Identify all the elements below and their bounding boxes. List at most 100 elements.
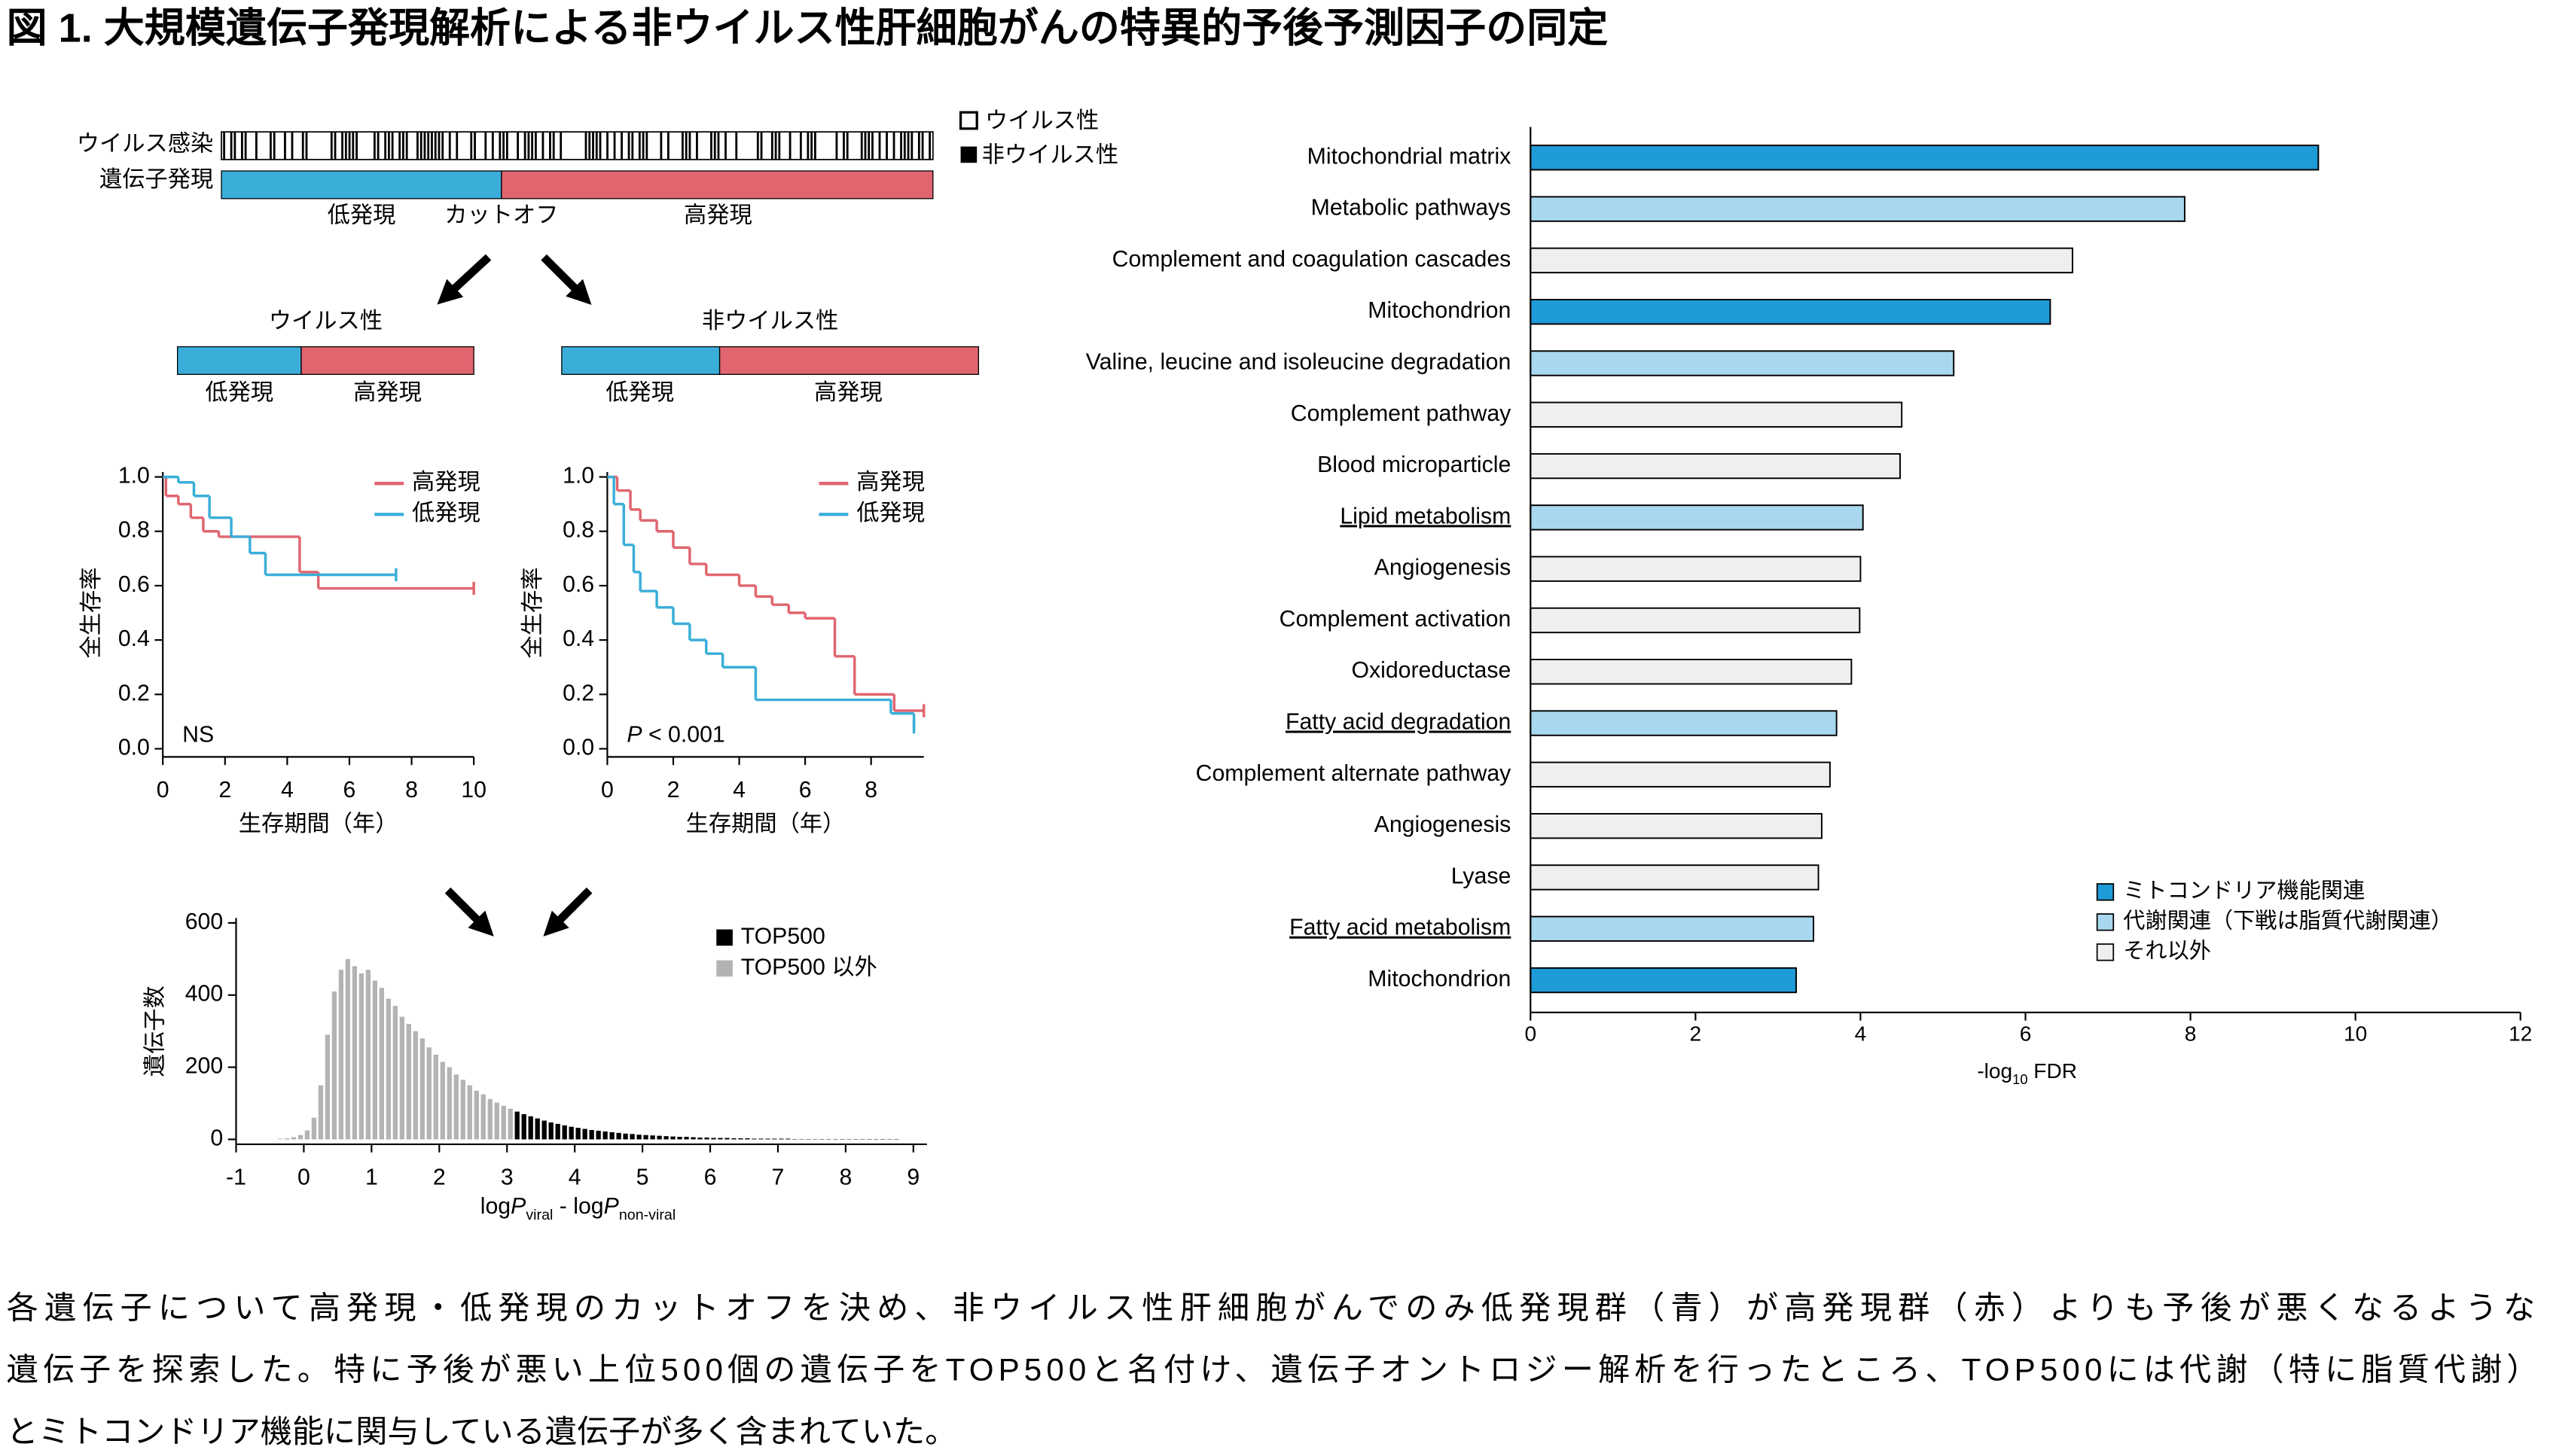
- barcode-stripe: [645, 132, 648, 160]
- x-tick-label: 0: [297, 1165, 310, 1189]
- barcode-stripe: [910, 132, 914, 160]
- group-label: 低発現: [605, 379, 674, 405]
- histogram-bar: [724, 1138, 730, 1140]
- barcode-stripe: [534, 132, 537, 160]
- histogram-bar: [501, 1105, 506, 1140]
- label-part: < 0.001: [642, 722, 725, 747]
- barcode-stripe: [917, 132, 920, 160]
- x-tick-label: 2: [433, 1165, 446, 1189]
- x-tick-label: 9: [907, 1165, 920, 1189]
- category-label: Lipid metabolism: [1340, 504, 1511, 528]
- barcode-stripe: [387, 132, 390, 160]
- barcode-stripe: [352, 132, 355, 160]
- barcode-stripe: [599, 132, 602, 160]
- legend-label: それ以外: [2123, 939, 2211, 964]
- histogram-bar: [284, 1138, 290, 1140]
- x-tick-label: 2: [218, 778, 231, 803]
- axis-label: NS: [182, 722, 214, 747]
- barcode-stripe: [223, 132, 226, 160]
- label-part: P: [627, 722, 642, 747]
- row-label: ウイルス感染: [77, 130, 214, 156]
- barcode-stripe: [273, 132, 276, 160]
- barcode-stripe: [595, 132, 598, 160]
- x-tick-label: 4: [733, 778, 746, 803]
- legend-swatch: [960, 146, 978, 163]
- legend-swatch: [716, 929, 733, 946]
- barcode-stripe: [900, 132, 902, 160]
- histogram-bar: [704, 1138, 709, 1140]
- barcode-stripe: [552, 132, 555, 160]
- bar: [1530, 607, 1861, 634]
- barcode-stripe: [419, 132, 422, 160]
- category-label: Complement activation: [1280, 607, 1511, 632]
- histogram-bar: [514, 1111, 520, 1140]
- legend-label: 高発現: [412, 469, 480, 495]
- histogram-bar: [575, 1128, 581, 1140]
- histogram-bar: [474, 1090, 479, 1140]
- label-part: P: [511, 1194, 526, 1219]
- caption-line: とミトコンドリア機能に関与している遺伝子が多く含まれていた。: [7, 1414, 957, 1449]
- legend-swatch: [959, 111, 978, 130]
- x-tick-label: 0: [1524, 1022, 1536, 1045]
- x-tick-label: 6: [2020, 1022, 2032, 1045]
- x-tick-label: 3: [501, 1165, 514, 1189]
- barcode-stripe: [456, 132, 459, 160]
- label-part: FDR: [2027, 1059, 2077, 1083]
- barcode-stripe: [886, 132, 888, 160]
- y-axis-label: 全生存率: [78, 568, 104, 659]
- x-tick-label: 8: [839, 1165, 852, 1189]
- label-part: log: [480, 1194, 511, 1219]
- group-label: 高発現: [684, 203, 752, 228]
- barcode-stripe: [470, 132, 473, 160]
- barcode-stripe: [710, 132, 712, 160]
- bar: [1530, 761, 1831, 788]
- x-tick-label: 8: [2185, 1022, 2197, 1045]
- barcode-stripe: [588, 132, 591, 160]
- x-tick-label: 10: [2344, 1022, 2367, 1045]
- axis-label: P < 0.001: [627, 722, 724, 747]
- x-tick-label: 2: [667, 778, 680, 803]
- histogram-bar: [657, 1135, 662, 1140]
- barcode-stripe: [384, 132, 387, 160]
- high-expression-bar: [718, 346, 980, 375]
- barcode-stripe: [398, 132, 401, 160]
- barcode-stripe: [735, 132, 738, 160]
- arrow: [541, 254, 592, 305]
- label-part: viral: [526, 1207, 553, 1223]
- histogram-bar: [758, 1138, 764, 1140]
- histogram-bar: [718, 1138, 723, 1140]
- high-expression-bar: [501, 170, 934, 200]
- barcode-stripe: [505, 132, 508, 160]
- barcode-stripe: [613, 132, 616, 160]
- group-label: 高発現: [814, 379, 883, 405]
- category-label: Fatty acid degradation: [1286, 710, 1511, 735]
- subgroup-title: ウイルス性: [269, 308, 383, 334]
- histogram-bar: [487, 1098, 493, 1140]
- x-tick-label: 8: [405, 778, 418, 803]
- barcode-stripe: [810, 132, 813, 160]
- barcode-stripe: [717, 132, 720, 160]
- x-axis-label: 生存期間（年）: [239, 811, 398, 836]
- histogram-bar: [331, 991, 337, 1140]
- histogram-bar: [738, 1138, 743, 1140]
- barcode-stripe: [334, 132, 337, 160]
- barcode-stripe: [660, 132, 663, 160]
- arrow: [437, 254, 492, 305]
- category-label: Valine, leucine and isoleucine degradati…: [1086, 349, 1511, 374]
- histogram-bar: [338, 970, 344, 1140]
- barcode-stripe: [592, 132, 594, 160]
- barcode-stripe: [344, 132, 347, 160]
- barcode-stripe: [405, 132, 408, 160]
- legend-label: 高発現: [856, 469, 925, 495]
- barcode-stripe: [724, 132, 727, 160]
- histogram-bar: [697, 1138, 703, 1140]
- barcode-stripe: [642, 132, 645, 160]
- histogram-bar: [616, 1132, 621, 1140]
- barcode-stripe: [799, 132, 802, 160]
- histogram-bar: [643, 1135, 648, 1140]
- barcode-stripe: [606, 132, 609, 160]
- barcode-stripe: [531, 132, 534, 160]
- barcode-stripe: [638, 132, 641, 160]
- barcode-stripe: [270, 132, 272, 160]
